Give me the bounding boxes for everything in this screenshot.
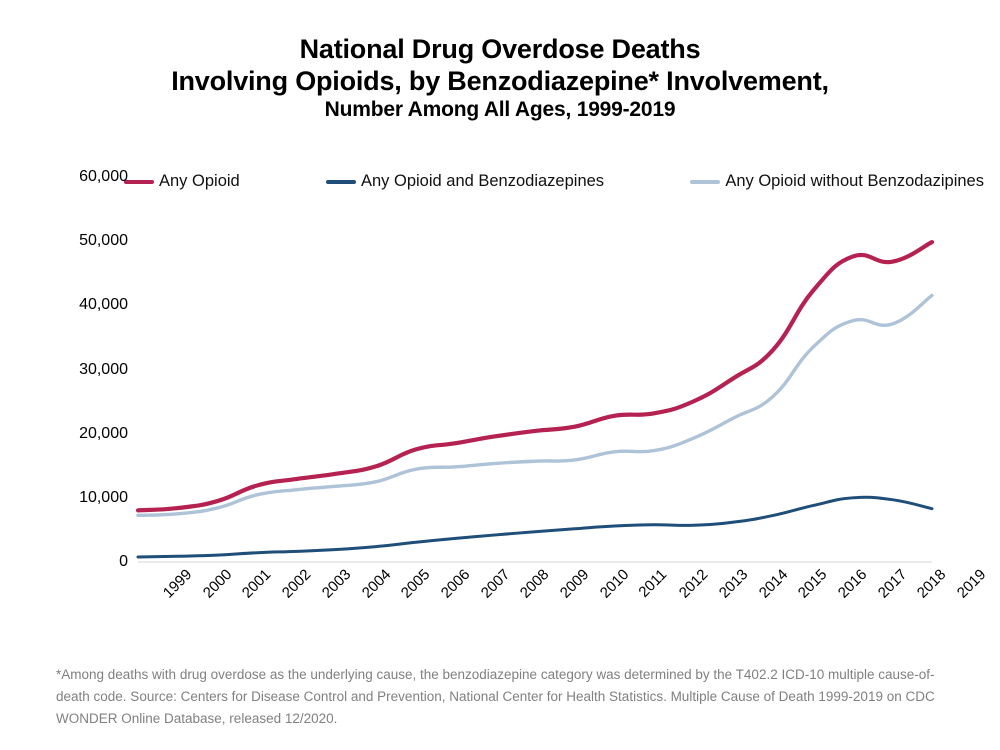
x-axis-tick-label: 2006 <box>437 566 474 602</box>
legend-swatch-icon-any-opioid-without-benzodazipines <box>690 179 721 184</box>
series-line <box>136 293 934 518</box>
x-axis-tick-label: 2000 <box>199 566 236 602</box>
plot-svg <box>135 239 935 563</box>
series-line <box>135 239 935 513</box>
chart-title-line-2: Involving Opioids, by Benzodiazepine* In… <box>171 65 829 96</box>
x-axis-tick-label: 2004 <box>358 566 394 602</box>
y-axis-tick-label: 50,000 <box>79 232 128 250</box>
x-axis-tick-label: 2010 <box>596 566 633 602</box>
legend-label-any-opioid-and-benzodiazepines: Any Opioid and Benzodiazepines <box>360 172 605 190</box>
x-axis-tick-label: 2008 <box>517 566 553 602</box>
chart-title-line-1: National Drug Overdose Deaths <box>299 34 701 64</box>
x-axis-tick-label: 2005 <box>397 566 434 602</box>
x-axis-tick-label: 2015 <box>794 566 831 602</box>
legend-item-any-opioid-without-benzodazipines: Any Opioid without Benzodazipines <box>690 172 984 191</box>
x-axis-tick-label: 2002 <box>278 566 315 602</box>
x-axis-tick-label: 2018 <box>914 566 950 602</box>
y-axis-tick-label: 30,000 <box>79 360 128 378</box>
x-axis-tick-label: 2003 <box>318 566 355 602</box>
chart-legend: Any Opioid Any Opioid and Benzodiazepine… <box>124 172 984 191</box>
y-axis-tick-label: 40,000 <box>79 296 128 314</box>
x-axis-tick-label: 2009 <box>556 566 593 602</box>
y-axis-tick-label: 10,000 <box>79 488 128 506</box>
x-axis-tick-label: 2007 <box>477 566 513 602</box>
series-paths <box>135 239 935 559</box>
x-axis-tick-label: 2014 <box>755 566 791 602</box>
plot-area <box>135 177 935 563</box>
x-axis-tick-label: 2013 <box>715 566 752 602</box>
x-axis-tick-label: 2016 <box>834 566 871 602</box>
legend-swatch-icon-any-opioid <box>124 179 154 184</box>
legend-label-any-opioid: Any Opioid <box>159 172 240 190</box>
chart-title-line-3: Number Among All Ages, 1999-2019 <box>324 97 676 121</box>
legend-swatch-icon-any-opioid-and-benzodiazepines <box>325 179 356 184</box>
x-axis-tick-label: 2011 <box>635 566 671 601</box>
x-axis: 1999 2000 2001 2002 2003 2004 2005 2006 2007 2008… <box>138 566 990 636</box>
y-axis-tick-label: 20,000 <box>79 424 128 442</box>
y-axis: 0 10,000 20,000 30,000 40,000 50,000 60,000 <box>30 168 128 570</box>
x-axis-tick-label: 1999 <box>159 566 196 602</box>
legend-item-any-opioid-and-benzodiazepines: Any Opioid and Benzodiazepines <box>325 172 605 191</box>
x-axis-tick-label: 2001 <box>239 566 275 602</box>
x-axis-tick-label: 2012 <box>675 566 712 602</box>
series-line <box>136 495 934 559</box>
x-axis-tick-label: 2017 <box>874 566 910 602</box>
chart-title: National Drug Overdose Deaths Involving … <box>0 34 1000 122</box>
legend-item-any-opioid: Any Opioid <box>124 172 240 191</box>
y-axis-tick-label: 60,000 <box>79 168 128 185</box>
legend-label-any-opioid-without-benzodazipines: Any Opioid without Benzodazipines <box>725 172 984 190</box>
x-axis-tick-label: 2019 <box>953 566 990 602</box>
y-axis-tick-label: 0 <box>119 553 128 570</box>
chart-footnote: *Among deaths with drug overdose as the … <box>56 667 935 726</box>
